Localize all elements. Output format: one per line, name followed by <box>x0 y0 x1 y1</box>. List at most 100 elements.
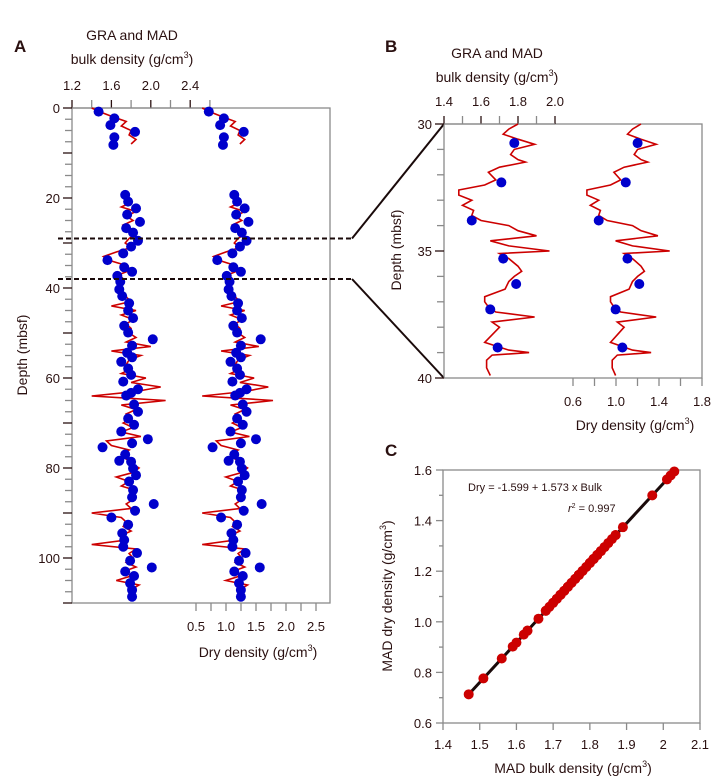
panel-a-y-axis-label: Depth (mbsf) <box>14 315 30 396</box>
x-tick-label: 1.8 <box>581 737 599 752</box>
mad-dry-point <box>207 442 218 453</box>
depth-tick-label: 35 <box>418 244 432 259</box>
mad-dry-point <box>239 203 250 214</box>
mad-bulk-point <box>123 196 134 207</box>
bulk-tick-label: 2.0 <box>142 78 160 93</box>
y-tick-label: 0.6 <box>414 716 432 731</box>
mad-bulk-point <box>126 241 137 252</box>
mad-bulk-point <box>109 132 120 143</box>
x-tick-label: 2 <box>660 737 667 752</box>
panel-b-label: B <box>385 37 397 56</box>
mad-dry-point <box>233 476 244 487</box>
zoom-connector-top <box>351 123 445 240</box>
scatter-point <box>661 474 672 485</box>
regression-equation: Dry = -1.599 + 1.573 x Bulk <box>468 482 602 494</box>
depth-tick-label: 30 <box>418 117 432 132</box>
bulk-tick-label: 2.0 <box>546 94 564 109</box>
mad-bulk-point <box>131 470 142 481</box>
label-text: Dry density (g/cm <box>199 644 308 660</box>
mad-bulk-point <box>116 426 127 437</box>
dry-tick-label: 1.4 <box>650 394 668 409</box>
mad-dry-point <box>227 248 238 259</box>
mad-bulk-point <box>121 390 132 401</box>
panel-a-bottom-axis-label: Dry density (g/cm3) <box>199 643 318 660</box>
mad-dry-point <box>231 209 242 220</box>
scatter-point <box>463 689 474 700</box>
mad-dry-point <box>218 132 229 143</box>
mad-dry-point <box>229 566 240 577</box>
mad-dry-point <box>235 352 246 363</box>
mad-dry-point <box>255 334 266 345</box>
mad-bulk-point <box>118 376 129 387</box>
mad-bulk-point <box>97 442 108 453</box>
bulk-tick-label: 1.6 <box>102 78 120 93</box>
mad-bulk-point <box>108 139 119 150</box>
mad-dry-point <box>620 177 631 188</box>
mad-dry-point <box>235 591 246 602</box>
scatter-point <box>533 613 544 624</box>
mad-bulk-point <box>123 519 134 530</box>
depth-tick-label: 80 <box>46 461 60 476</box>
mad-dry-point <box>235 266 246 277</box>
mad-bulk-point <box>122 209 133 220</box>
mad-bulk-point <box>511 279 522 290</box>
panel-b-plot: 30 35 40 1.4 1.6 1.8 2.0 0.6 1.0 1.4 1.8 <box>418 94 712 409</box>
mad-bulk-point <box>466 215 477 226</box>
bulk-tick-label: 2.4 <box>181 78 199 93</box>
depth-tick-label: 60 <box>46 371 60 386</box>
mad-dry-point <box>254 562 265 573</box>
mad-bulk-point <box>118 248 129 259</box>
r-squared: r2 = 0.997 <box>568 503 616 515</box>
mad-dry-point <box>241 406 252 417</box>
mad-dry-point <box>225 426 236 437</box>
scatter-point <box>581 561 592 572</box>
mad-dry-point <box>234 241 245 252</box>
mad-bulk-point <box>125 555 136 566</box>
x-tick-label: 1.7 <box>544 737 562 752</box>
mad-dry-point <box>239 470 250 481</box>
mad-bulk-point <box>130 126 141 137</box>
scatter-point <box>617 522 628 533</box>
x-tick-label: 2.1 <box>691 737 709 752</box>
x-tick-label: 1.4 <box>434 737 452 752</box>
mad-bulk-point <box>509 138 520 149</box>
r-label: r <box>568 503 573 515</box>
mad-dry-point <box>617 342 628 353</box>
bulk-tick-label: 1.2 <box>63 78 81 93</box>
mad-dry-point <box>243 216 254 227</box>
scatter-point <box>647 490 658 501</box>
label-text: bulk density (g/cm <box>71 51 184 67</box>
mad-bulk-point <box>123 327 134 338</box>
mad-dry-point <box>238 505 249 516</box>
x-tick-label: 1.5 <box>471 737 489 752</box>
zoom-connector-bottom <box>351 278 445 379</box>
mad-dry-point <box>227 376 238 387</box>
y-tick-label: 0.8 <box>414 665 432 680</box>
mad-bulk-point <box>123 413 134 424</box>
label-sup: 3 <box>378 525 388 530</box>
mad-dry-point <box>234 555 245 566</box>
x-tick-label: 1.9 <box>618 737 636 752</box>
mad-bulk-point <box>147 334 158 345</box>
mad-dry-point <box>235 340 246 351</box>
r-sup: 2 <box>572 503 576 510</box>
dry-tick-label: 1.0 <box>607 394 625 409</box>
mad-bulk-point <box>124 476 135 487</box>
mad-bulk-point <box>498 253 509 264</box>
mad-bulk-point <box>93 106 104 117</box>
mad-dry-point <box>236 227 247 238</box>
mad-dry-point <box>232 519 243 530</box>
scatter-point <box>496 653 507 664</box>
scatter-point <box>518 629 529 640</box>
label-close: ) <box>647 760 652 776</box>
panel-c-y-axis-label: MAD dry density (g/cm3) <box>378 520 395 671</box>
mad-bulk-point <box>148 499 159 509</box>
panel-a-label: A <box>14 37 26 56</box>
mad-bulk-point <box>118 541 129 552</box>
mad-dry-point <box>212 255 223 266</box>
panel-c-x-axis-label: MAD bulk density (g/cm3) <box>494 759 652 776</box>
mad-dry-point <box>203 106 214 117</box>
scatter-point <box>478 673 489 684</box>
mad-dry-point <box>215 120 226 131</box>
